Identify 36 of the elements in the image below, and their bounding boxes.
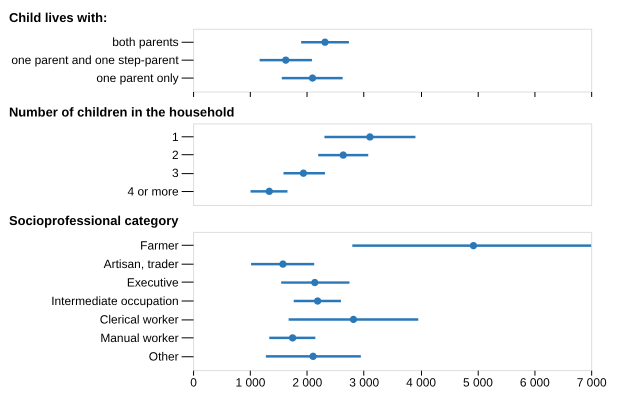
y-tick-label: Clerical worker xyxy=(100,312,179,326)
x-tick-label: 5 000 xyxy=(462,376,494,390)
x-tick-label: 0 xyxy=(190,376,198,390)
y-tick-label: one parent and one step-parent xyxy=(11,53,180,68)
x-tick-label: 2 000 xyxy=(292,376,323,390)
point xyxy=(311,278,318,286)
x-tick-label: 1 000 xyxy=(236,376,266,390)
point xyxy=(266,188,273,196)
chart-title: Number of children in the household xyxy=(8,104,234,120)
point xyxy=(340,151,347,159)
point xyxy=(288,334,296,342)
point xyxy=(279,260,287,268)
point xyxy=(366,133,374,141)
x-tick-label: 7 000 xyxy=(576,376,607,390)
x-tick-label: 6 000 xyxy=(520,376,550,390)
x-tick-label: 3 000 xyxy=(349,376,380,390)
x-tick-label: 4 000 xyxy=(406,376,436,390)
point xyxy=(470,242,478,250)
point xyxy=(350,316,358,324)
y-tick-label: 2 xyxy=(172,148,180,162)
y-tick-label: 4 or more xyxy=(128,184,179,198)
y-tick-label: Artisan, trader xyxy=(104,257,179,272)
y-tick-label: Farmer xyxy=(140,238,179,253)
point xyxy=(314,297,322,305)
y-tick-label: 1 xyxy=(172,130,180,144)
point xyxy=(300,170,308,177)
y-tick-label: one parent only xyxy=(96,71,179,86)
y-tick-label: Executive xyxy=(126,276,179,290)
y-tick-label: Manual worker xyxy=(100,330,179,345)
y-tick-label: both parents xyxy=(112,35,179,50)
text: Child lives with: xyxy=(8,10,108,25)
y-tick-label: 3 xyxy=(172,166,180,180)
y-tick-label: Other xyxy=(148,349,179,364)
chart-title: Socioprofessional category xyxy=(8,212,180,228)
point xyxy=(309,352,317,360)
y-tick-label: Intermediate occupation xyxy=(51,294,179,308)
